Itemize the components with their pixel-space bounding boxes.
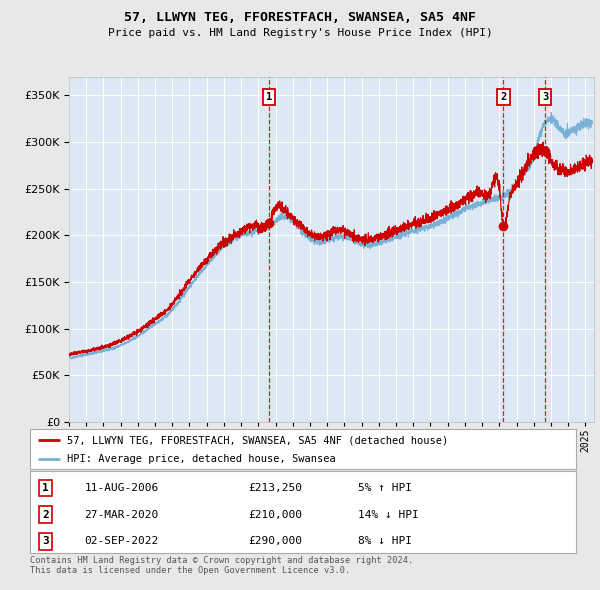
Text: Price paid vs. HM Land Registry's House Price Index (HPI): Price paid vs. HM Land Registry's House …: [107, 28, 493, 38]
Text: HPI: Average price, detached house, Swansea: HPI: Average price, detached house, Swan…: [67, 454, 336, 464]
Text: Contains HM Land Registry data © Crown copyright and database right 2024.
This d: Contains HM Land Registry data © Crown c…: [30, 556, 413, 575]
Text: 3: 3: [542, 92, 548, 102]
Text: 57, LLWYN TEG, FFORESTFACH, SWANSEA, SA5 4NF: 57, LLWYN TEG, FFORESTFACH, SWANSEA, SA5…: [124, 11, 476, 24]
Text: 14% ↓ HPI: 14% ↓ HPI: [358, 510, 418, 520]
Text: 27-MAR-2020: 27-MAR-2020: [85, 510, 159, 520]
Text: 02-SEP-2022: 02-SEP-2022: [85, 536, 159, 546]
Text: £213,250: £213,250: [248, 483, 302, 493]
Text: 3: 3: [42, 536, 49, 546]
Text: 57, LLWYN TEG, FFORESTFACH, SWANSEA, SA5 4NF (detached house): 57, LLWYN TEG, FFORESTFACH, SWANSEA, SA5…: [67, 435, 448, 445]
Text: £210,000: £210,000: [248, 510, 302, 520]
Text: 5% ↑ HPI: 5% ↑ HPI: [358, 483, 412, 493]
Text: 1: 1: [266, 92, 272, 102]
Text: 8% ↓ HPI: 8% ↓ HPI: [358, 536, 412, 546]
Text: 1: 1: [42, 483, 49, 493]
Text: 11-AUG-2006: 11-AUG-2006: [85, 483, 159, 493]
Text: 2: 2: [500, 92, 506, 102]
Text: 2: 2: [42, 510, 49, 520]
Text: £290,000: £290,000: [248, 536, 302, 546]
